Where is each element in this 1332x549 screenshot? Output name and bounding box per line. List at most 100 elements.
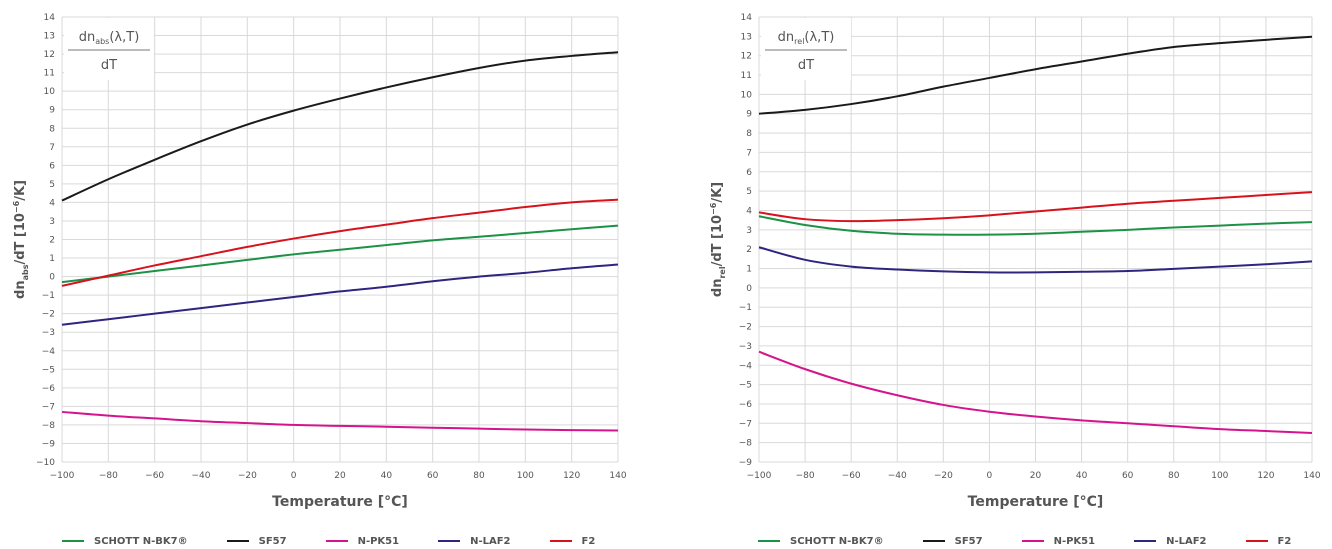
abs-formula-bg <box>64 18 154 80</box>
abs-ytick-label: 5 <box>49 180 55 190</box>
legend-swatch-nlaf2 <box>438 540 461 542</box>
rel-ytick-label: 8 <box>746 129 752 139</box>
legend-item-f2: F2 <box>1245 535 1292 547</box>
rel-ytick-label: −3 <box>739 342 752 352</box>
abs-ytick-label: −4 <box>42 347 56 357</box>
legend-swatch-sf57 <box>226 540 249 542</box>
rel-formula-sub: rel <box>794 37 804 46</box>
abs-formula-top: dn <box>79 30 96 45</box>
legend-swatch-nlaf2 <box>1134 540 1157 542</box>
legend-swatch-f2 <box>1245 540 1268 542</box>
abs-ticks: −100 −80 −60 −40 −20 0 20 40 60 80 100 120 140−10−9−… <box>36 13 627 481</box>
legend-label-f2: F2 <box>581 535 596 547</box>
rel-ytick-label: 2 <box>746 245 752 255</box>
chart-dn-abs-svg: −100 −80 −60 −40 −20 0 20 40 60 80 100 120 140−10−9−… <box>12 13 627 510</box>
legend-label-nbk7: SCHOTT N-BK7® <box>94 535 188 547</box>
rel-xtick-label: 40 <box>1076 471 1088 481</box>
rel-xtick-label: 120 <box>1257 471 1274 481</box>
rel-xtick-label: 0 <box>987 471 993 481</box>
legend-label-f2: F2 <box>1277 535 1292 547</box>
abs-ytick-label: 9 <box>49 106 55 116</box>
rel-ytick-label: −9 <box>739 458 753 468</box>
abs-xtick-label: −100 <box>50 471 75 481</box>
legend-item-f2: F2 <box>549 535 596 547</box>
abs-ytick-label: −1 <box>42 291 55 301</box>
legend-swatch-npk51 <box>325 540 348 542</box>
rel-formula-bg <box>761 18 851 80</box>
abs-formula-numerator: dnabs(λ,T) <box>79 30 140 46</box>
legend-swatch-sf57 <box>922 540 945 542</box>
abs-series <box>61 51 619 432</box>
abs-ytick-label: 2 <box>49 236 55 246</box>
abs-ytick-label: −9 <box>42 439 56 449</box>
rel-ytick-label: −7 <box>739 419 752 429</box>
abs-ylabel-main: dn <box>13 280 28 299</box>
abs-ytick-label: 12 <box>44 50 55 60</box>
legend-item-nlaf2: N-LAF2 <box>438 535 511 547</box>
rel-xtick-label: 60 <box>1122 471 1134 481</box>
rel-line-sf57 <box>758 35 1313 115</box>
abs-ytick-label: −10 <box>36 458 55 468</box>
rel-xtick-label: −60 <box>842 471 861 481</box>
legend-item-nbk7: SCHOTT N-BK7® <box>62 536 188 547</box>
abs-ylabel-rest: /dT [10 <box>13 213 28 264</box>
abs-ytick-label: −7 <box>42 402 55 412</box>
abs-ylabel-sup: −6 <box>12 200 21 213</box>
rel-line-f2 <box>758 191 1313 223</box>
rel-ytick-label: −4 <box>739 361 753 371</box>
rel-ytick-label: 13 <box>741 32 752 42</box>
rel-xtick-label: −40 <box>888 471 907 481</box>
abs-line-f2 <box>61 198 619 287</box>
abs-ytick-label: 8 <box>49 124 55 134</box>
abs-ytick-label: −3 <box>42 328 55 338</box>
rel-ticks: −100 −80 −60 −40 −20 0 20 40 60 80 100 120 140−9−8−7… <box>739 13 1321 481</box>
abs-ytick-label: 14 <box>44 13 56 23</box>
abs-xtick-label: −40 <box>192 471 211 481</box>
rel-xtick-label: −80 <box>796 471 815 481</box>
legend-swatch-f2 <box>549 540 572 542</box>
rel-ytick-label: 0 <box>746 284 752 294</box>
abs-formula-box: dnabs(λ,T) dT <box>64 18 154 80</box>
rel-ytick-label: −5 <box>739 381 752 391</box>
rel-formula-box: dnrel(λ,T) dT <box>761 18 851 80</box>
chart-dn-abs: −100 −80 −60 −40 −20 0 20 40 60 80 100 120 140 −10 −9−… <box>0 0 666 528</box>
abs-ytick-label: 0 <box>49 273 55 283</box>
rel-series <box>758 35 1313 434</box>
abs-ytick-label: 7 <box>49 143 55 153</box>
rel-x-axis-label: Temperature [°C] <box>968 494 1104 510</box>
legend-item-nlaf2: N-LAF2 <box>1134 536 1207 547</box>
rel-grid <box>758 16 1313 463</box>
abs-ytick-label: 1 <box>49 254 55 264</box>
rel-ytick-label: 6 <box>746 168 752 178</box>
rel-ytick-label: 10 <box>741 90 753 100</box>
rel-xtick-label: 140 <box>1303 471 1320 481</box>
rel-ylabel-main: dn <box>710 279 725 298</box>
rel-ytick-label: −8 <box>739 439 753 449</box>
abs-line-schott-n-bk7 <box>61 224 619 284</box>
rel-ylabel-end: /K] <box>710 182 725 203</box>
abs-xtick-label: 100 <box>517 471 534 481</box>
abs-ytick-label: −8 <box>42 421 56 431</box>
legend-swatch-nbk7 <box>62 540 84 542</box>
rel-ylabel-sub: rel <box>718 266 727 278</box>
rel-formula-denominator: dT <box>798 58 814 73</box>
abs-xtick-label: 80 <box>473 471 485 481</box>
abs-line-n-laf2 <box>61 263 619 326</box>
rel-ylabel-sup: −6 <box>709 202 718 215</box>
rel-ytick-label: −2 <box>739 323 752 333</box>
rel-ytick-label: 5 <box>746 187 752 197</box>
rel-formula-args: (λ,T) <box>804 30 834 45</box>
abs-formula-denominator: dT <box>101 58 117 73</box>
legend-label-nlaf2: N-LAF2 <box>470 535 511 547</box>
abs-xtick-label: −60 <box>145 471 164 481</box>
rel-formula-numerator: dnrel(λ,T) <box>778 30 835 46</box>
chart-dn-rel: −100 −80 −60 −40 −20 0 20 40 60 80 100 120 140 −9 −8 −7… <box>666 0 1332 528</box>
rel-ylabel-rest: /dT [10 <box>710 215 725 266</box>
legend-item-nbk7: SCHOTT N-BK7® <box>758 536 884 547</box>
abs-x-axis-label: Temperature [°C] <box>272 494 408 510</box>
abs-ytick-label: 13 <box>44 32 55 42</box>
abs-ytick-label: −6 <box>42 384 56 394</box>
legend-swatch-npk51 <box>1021 540 1044 542</box>
legend-swatch-nbk7 <box>758 540 780 542</box>
abs-line-n-pk51 <box>61 410 619 432</box>
